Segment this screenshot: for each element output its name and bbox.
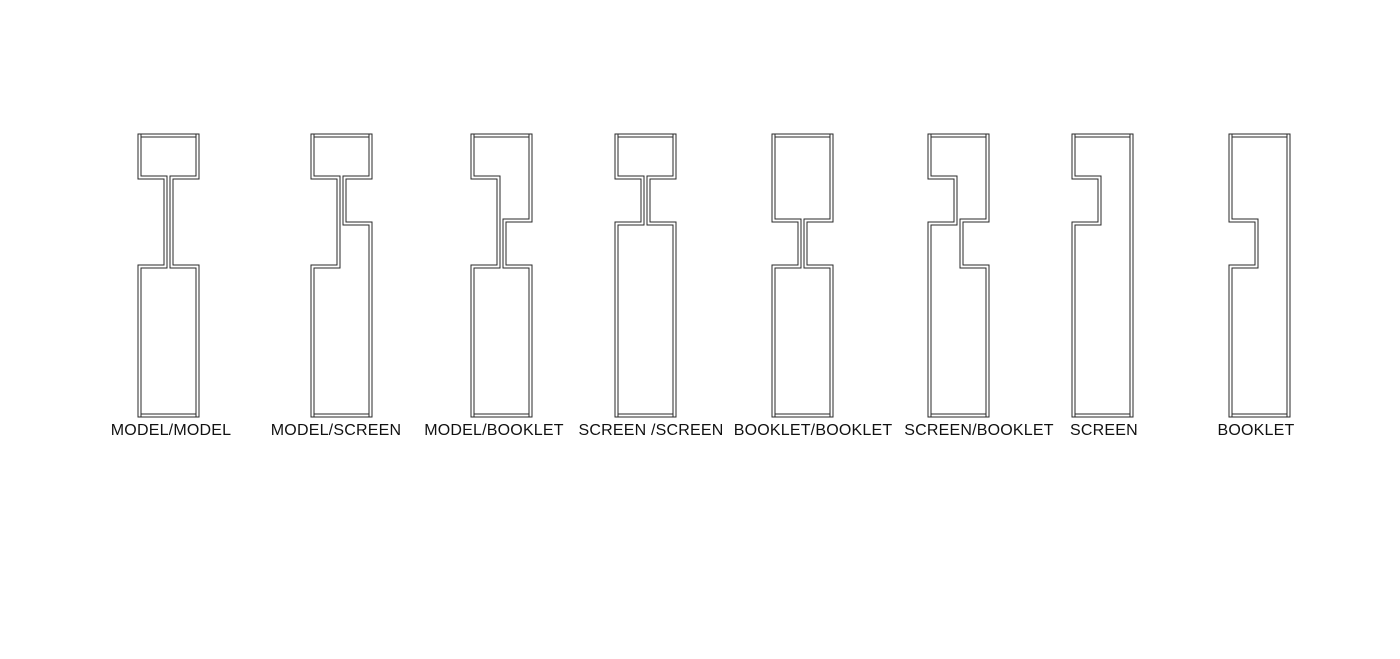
profile-screen-booklet-outer-edge	[927, 133, 990, 418]
profile-booklet-outer-edge	[1228, 133, 1291, 418]
profile-screen-screen-outer-edge	[614, 133, 677, 418]
profile-screen-screen	[614, 133, 677, 418]
profile-booklet-inner-edge	[1231, 136, 1288, 415]
profile-screen-inner-edge	[1074, 136, 1131, 415]
unit-label-screen: SCREEN	[1070, 422, 1138, 439]
profile-model-booklet	[470, 133, 533, 418]
profile-model-screen-outer-edge	[310, 133, 373, 418]
profile-model-model-outer-edge	[137, 133, 200, 418]
profile-model-booklet-outer-edge	[470, 133, 533, 418]
unit-label-model-model: MODEL/MODEL	[110, 422, 232, 439]
profile-model-model	[137, 133, 200, 418]
unit-label-screen-booklet: SCREEN/BOOKLET	[904, 422, 1054, 439]
profile-booklet	[1228, 133, 1291, 418]
profile-booklet-booklet-outer-edge	[771, 133, 834, 418]
unit-label-screen-screen: SCREEN /SCREEN	[578, 422, 724, 439]
profile-booklet-booklet	[771, 133, 834, 418]
profile-screen-booklet	[927, 133, 990, 418]
unit-label-model-booklet: MODEL/BOOKLET	[424, 422, 564, 439]
unit-label-booklet-booklet: BOOKLET/BOOKLET	[733, 422, 893, 439]
unit-label-booklet: BOOKLET	[1217, 422, 1295, 439]
profile-screen-outer-edge	[1071, 133, 1134, 418]
profile-booklet-booklet-inner-edge	[774, 136, 831, 415]
profile-screen	[1071, 133, 1134, 418]
unit-label-model-screen: MODEL/SCREEN	[270, 422, 402, 439]
profile-model-screen	[310, 133, 373, 418]
